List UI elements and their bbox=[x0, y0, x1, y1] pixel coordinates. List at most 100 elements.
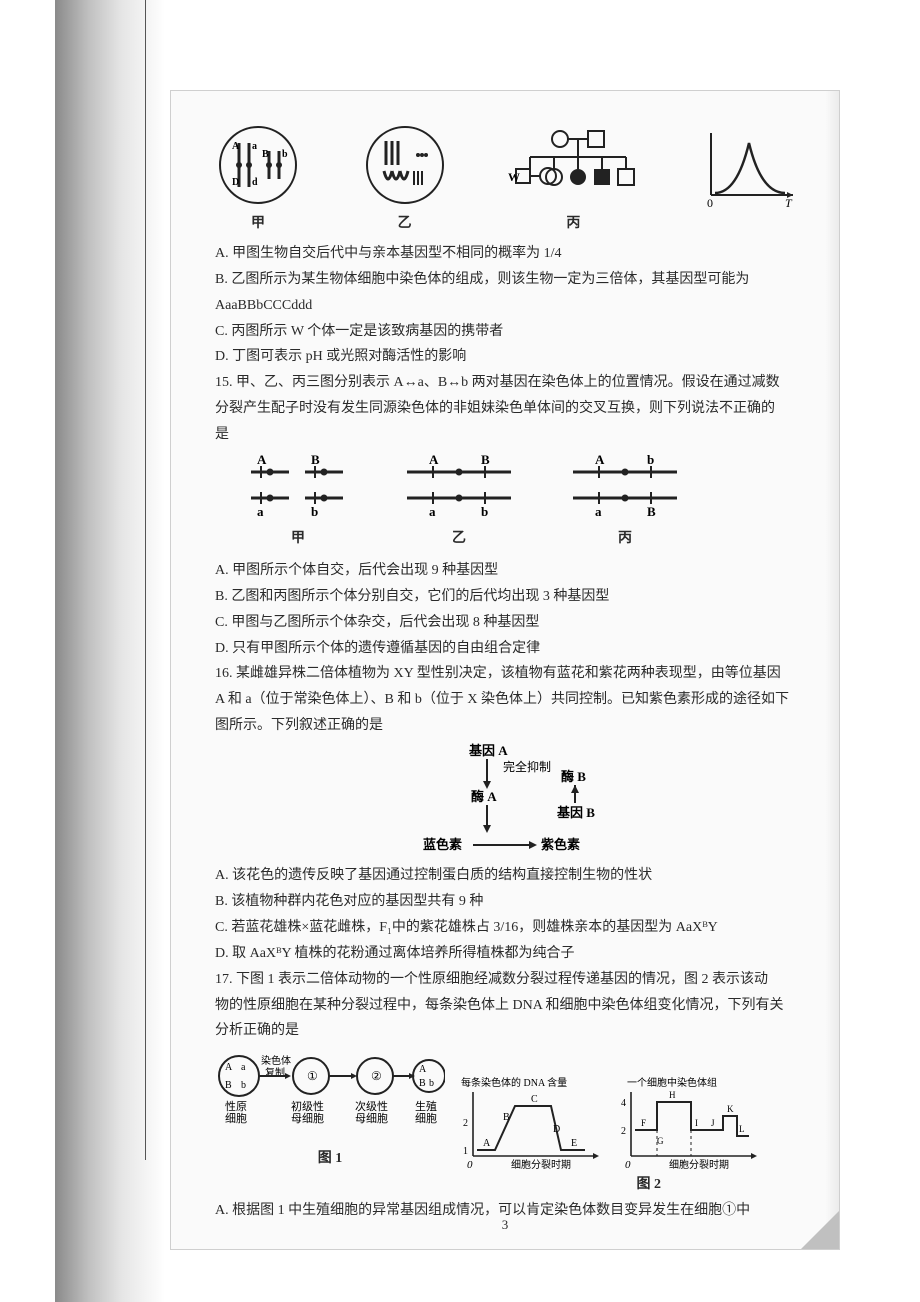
svg-text:A: A bbox=[257, 454, 267, 467]
svg-text:细胞分裂时期: 细胞分裂时期 bbox=[669, 1158, 729, 1171]
q16-stem-line1: 16. 某雌雄异株二倍体植物为 XY 型性别决定，该植物有蓝花和紫花两种表现型，… bbox=[215, 661, 799, 687]
q17-stem-line1: 17. 下图 1 表示二倍体动物的一个性原细胞经减数分裂过程传递基因的情况，图 … bbox=[215, 967, 799, 993]
q17-figure-row: Aa Bb 染色体 复制 ① ② A Bb 性原细胞 初级性母细胞 bbox=[215, 1048, 799, 1172]
svg-text:B: B bbox=[311, 454, 320, 467]
svg-text:0: 0 bbox=[707, 196, 713, 209]
svg-text:F: F bbox=[641, 1118, 646, 1128]
svg-text:0: 0 bbox=[625, 1159, 631, 1171]
q14-fig-bing: W 丙 bbox=[508, 125, 638, 237]
q14-figure-row: A a D d B b 甲 bbox=[215, 125, 799, 237]
q15-fig-label-jia: 甲 bbox=[291, 526, 305, 552]
svg-text:H: H bbox=[669, 1090, 676, 1100]
chart-left-title: 每条染色体的 DNA 含量 bbox=[461, 1076, 567, 1089]
svg-text:b: b bbox=[241, 1080, 246, 1091]
q14-option-c: C. 丙图所示 W 个体一定是该致病基因的携带者 bbox=[215, 319, 799, 345]
q15-option-d: D. 只有甲图所示个体的遗传遵循基因的自由组合定律 bbox=[215, 636, 799, 662]
svg-text:4: 4 bbox=[621, 1098, 626, 1109]
q15-fig-label-yi: 乙 bbox=[452, 526, 466, 552]
q15-option-a: A. 甲图所示个体自交，后代会出现 9 种基因型 bbox=[215, 558, 799, 584]
svg-text:次级性: 次级性 bbox=[355, 1099, 388, 1113]
page-number: 3 bbox=[171, 1213, 839, 1237]
q14-fig-label-bing: 丙 bbox=[566, 211, 580, 237]
svg-text:K: K bbox=[727, 1104, 734, 1114]
q17-fig2-caption: 图 2 bbox=[637, 1177, 662, 1192]
q17-fig1: Aa Bb 染色体 复制 ① ② A Bb 性原细胞 初级性母细胞 bbox=[215, 1048, 445, 1172]
svg-text:A: A bbox=[429, 454, 439, 467]
svg-text:B: B bbox=[225, 1080, 232, 1091]
svg-text:2: 2 bbox=[621, 1126, 626, 1137]
svg-text:B: B bbox=[419, 1078, 426, 1089]
q15-fig-bing: A b a B 丙 bbox=[565, 454, 685, 552]
svg-text:A: A bbox=[225, 1062, 233, 1073]
svg-text:E: E bbox=[571, 1138, 577, 1149]
book-binding-shadow bbox=[55, 0, 165, 1302]
svg-text:I: I bbox=[695, 1118, 698, 1128]
svg-text:0: 0 bbox=[467, 1159, 473, 1171]
svg-text:A: A bbox=[483, 1138, 491, 1149]
svg-text:d: d bbox=[252, 177, 258, 188]
q17-fig2: 每条染色体的 DNA 含量 2 1 A B C D E 0 bbox=[455, 1076, 763, 1172]
svg-text:b: b bbox=[481, 504, 488, 519]
q14-option-b: B. 乙图所示为某生物体细胞中染色体的组成，则该生物一定为三倍体，其基因型可能为… bbox=[215, 267, 799, 319]
svg-text:①: ① bbox=[307, 1069, 318, 1083]
svg-text:蓝色素: 蓝色素 bbox=[423, 837, 462, 852]
q17-stem-line2: 物的性原细胞在某种分裂过程中，每条染色体上 DNA 和细胞中染色体组变化情况，下… bbox=[215, 993, 799, 1019]
svg-text:紫色素: 紫色素 bbox=[541, 837, 580, 852]
svg-text:a: a bbox=[241, 1062, 246, 1073]
svg-text:A: A bbox=[232, 141, 240, 152]
svg-text:T: T bbox=[785, 196, 793, 209]
q15-figure-row: A B a b 甲 A B bbox=[243, 454, 799, 552]
q17-stem-line3: 分析正确的是 bbox=[215, 1018, 799, 1044]
svg-text:B: B bbox=[481, 454, 490, 467]
svg-text:酶 A: 酶 A bbox=[471, 789, 497, 804]
svg-text:J: J bbox=[711, 1118, 715, 1128]
svg-text:酶 B: 酶 B bbox=[561, 769, 586, 784]
q14-fig-ding: 0 T 丁 bbox=[699, 125, 799, 237]
svg-text:A: A bbox=[595, 454, 605, 467]
q15-fig-jia: A B a b 甲 bbox=[243, 454, 353, 552]
svg-text:母细胞: 母细胞 bbox=[291, 1112, 324, 1125]
svg-text:D: D bbox=[232, 177, 239, 188]
q15-fig-yi: A B a b 乙 bbox=[399, 454, 519, 552]
svg-text:初级性: 初级性 bbox=[291, 1099, 324, 1113]
svg-text:B: B bbox=[647, 504, 656, 519]
svg-text:细胞: 细胞 bbox=[225, 1112, 247, 1125]
right-edge-shadow bbox=[825, 91, 839, 1249]
svg-text:b: b bbox=[282, 149, 288, 160]
svg-text:复制: 复制 bbox=[265, 1066, 285, 1079]
svg-text:细胞: 细胞 bbox=[415, 1112, 437, 1125]
svg-text:基因 B: 基因 B bbox=[556, 805, 595, 820]
svg-text:母细胞: 母细胞 bbox=[355, 1112, 388, 1125]
q15-stem-line3: 是 bbox=[215, 422, 799, 448]
svg-text:细胞分裂时期: 细胞分裂时期 bbox=[511, 1158, 571, 1171]
svg-text:L: L bbox=[739, 1124, 745, 1134]
q14-fig-jia: A a D d B b 甲 bbox=[215, 125, 301, 237]
svg-text:G: G bbox=[657, 1136, 664, 1146]
svg-text:W: W bbox=[508, 170, 520, 184]
q15-option-c: C. 甲图与乙图所示个体杂交，后代会出现 8 种基因型 bbox=[215, 610, 799, 636]
svg-text:a: a bbox=[595, 504, 602, 519]
pathway-geneA-label: 基因 A bbox=[468, 743, 508, 758]
svg-text:1: 1 bbox=[463, 1146, 468, 1157]
q14-fig-yi: 乙 bbox=[362, 125, 448, 237]
svg-text:性原: 性原 bbox=[225, 1099, 247, 1113]
svg-text:b: b bbox=[429, 1078, 434, 1089]
svg-text:2: 2 bbox=[463, 1118, 468, 1129]
svg-text:②: ② bbox=[371, 1069, 382, 1083]
svg-text:B: B bbox=[503, 1112, 510, 1123]
q16-option-a: A. 该花色的遗传反映了基因通过控制蛋白质的结构直接控制生物的性状 bbox=[215, 863, 799, 889]
svg-text:C: C bbox=[531, 1094, 538, 1105]
q14-option-d: D. 丁图可表示 pH 或光照对酶活性的影响 bbox=[215, 344, 799, 370]
q16-option-d: D. 取 AaXᴮY 植株的花粉通过离体培养所得植株都为纯合子 bbox=[215, 941, 799, 967]
chart-right-title: 一个细胞中染色体组 bbox=[627, 1076, 717, 1089]
svg-text:a: a bbox=[252, 141, 257, 152]
page-corner-fold bbox=[801, 1211, 839, 1249]
page-content: A a D d B b 甲 bbox=[170, 90, 840, 1250]
q15-stem-line2: 分裂产生配子时没有发生同源染色体的非姐妹染色单体间的交叉互换，则下列说法不正确的 bbox=[215, 396, 799, 422]
q16-stem-line3: 图所示。下列叙述正确的是 bbox=[215, 713, 799, 739]
q14-fig-label-jia: 甲 bbox=[251, 211, 265, 237]
svg-text:b: b bbox=[647, 454, 654, 467]
svg-text:A: A bbox=[419, 1064, 427, 1075]
q14-fig-label-yi: 乙 bbox=[398, 211, 412, 237]
svg-text:a: a bbox=[257, 504, 264, 519]
